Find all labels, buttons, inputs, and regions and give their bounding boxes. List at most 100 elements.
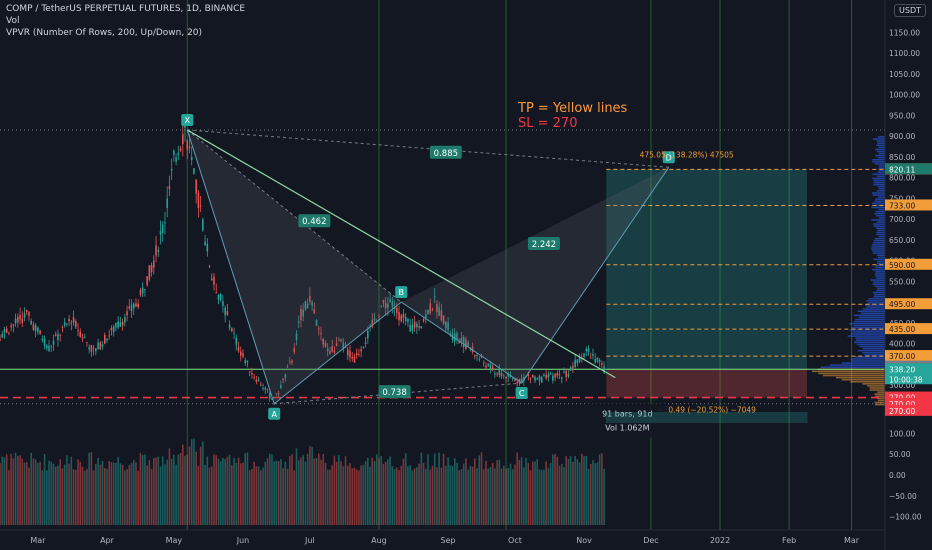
volume-bar [193, 438, 195, 525]
volume-bar [367, 457, 369, 525]
volume-profile-bar [875, 395, 885, 398]
volume-bar [465, 458, 467, 525]
volume-profile-bar [873, 293, 885, 296]
candle-body [217, 294, 220, 300]
candle-body [364, 342, 367, 344]
volume-profile-bar [876, 254, 885, 256]
candle-body [242, 353, 244, 357]
volume-profile-bar [875, 227, 885, 230]
volume-bar [17, 456, 19, 525]
candle-body [313, 309, 316, 314]
price-badge [885, 363, 932, 375]
candle-body [349, 350, 351, 358]
volume-profile-bar [835, 376, 885, 379]
volume-bar [179, 452, 182, 525]
volume-profile-bar [853, 324, 885, 327]
candle-body [407, 319, 409, 322]
volume-profile-bar [875, 210, 885, 213]
candle-body [260, 384, 262, 386]
volume-bar [119, 463, 122, 525]
volume-bar [505, 468, 507, 525]
candle-body [210, 278, 213, 281]
candle-body [286, 366, 289, 368]
volume-profile-bar [873, 258, 885, 261]
volume-bar [598, 454, 601, 525]
price-badge [885, 163, 932, 175]
candle-body [157, 249, 160, 252]
candle-body [552, 375, 554, 381]
volume-bar [277, 461, 280, 525]
candle-body [166, 198, 168, 209]
price-tick-label: 900.00 [889, 132, 915, 141]
volume-profile-bar [871, 248, 885, 250]
volume-profile-bar [856, 343, 885, 346]
candle-body [83, 336, 86, 338]
candle-body [462, 337, 465, 348]
candle-body [442, 315, 445, 324]
volume-bar [251, 469, 253, 525]
volume-profile-bar [820, 366, 885, 369]
volume-profile-bar [872, 244, 885, 246]
candle-body [268, 392, 271, 399]
volume-bar [543, 469, 545, 525]
candle-body [353, 356, 356, 363]
candle-body [540, 377, 543, 383]
volume-bar [445, 465, 447, 525]
volume-bar [583, 456, 585, 525]
candle-body [146, 276, 148, 286]
volume-bar [471, 466, 474, 525]
pattern-triangle-xab [187, 129, 402, 404]
candle-body [331, 346, 333, 352]
volume-bar [34, 459, 37, 525]
volume-bar [387, 459, 389, 525]
candle-body [545, 374, 547, 379]
volume-profile-bar [878, 152, 885, 155]
candle-body [25, 310, 28, 312]
volume-bar [554, 453, 556, 525]
level-badge [885, 391, 932, 403]
price-badge-label: 270.00 [889, 407, 915, 416]
currency-badge[interactable]: USDT [894, 4, 926, 17]
volume-bar [208, 467, 211, 525]
volume-bar [54, 466, 57, 525]
volume-bar [148, 460, 151, 525]
volume-bar [210, 466, 213, 525]
candle-body [378, 315, 380, 317]
vpvr-indicator-label[interactable]: VPVR (Number Of Rows, 200, Up/Down, 20) [6, 28, 203, 38]
time-tick-label: Aug [371, 536, 387, 545]
candle-body [168, 186, 171, 189]
volume-bar [438, 452, 440, 525]
volume-bar [257, 466, 260, 525]
volume-profile-bar [853, 320, 885, 323]
volume-profile-bar [855, 318, 885, 321]
volume-profile-bar [875, 148, 885, 151]
candle-body [538, 376, 541, 381]
volume-bar [253, 461, 255, 525]
volume-bar [48, 460, 50, 525]
volume-profile-bar [867, 385, 885, 387]
candle-body [186, 140, 189, 150]
candle-body [467, 342, 469, 347]
volume-bar [400, 465, 403, 525]
volume-profile-bar [877, 260, 885, 263]
candle-body [119, 322, 122, 327]
volume-profile-bar [878, 169, 885, 171]
candle-body [447, 322, 449, 331]
volume-bar [581, 453, 583, 525]
volume-bar [72, 469, 75, 525]
volume-bar [246, 452, 249, 525]
candle-body [52, 340, 55, 345]
volume-profile-bar [849, 322, 885, 325]
volume-bar [313, 458, 316, 525]
candle-body [117, 321, 119, 328]
volume-indicator-label[interactable]: Vol [6, 16, 20, 26]
volume-profile-bar [857, 310, 885, 312]
candle-body [373, 318, 376, 321]
candle-body [199, 205, 202, 207]
candle-body [277, 393, 280, 394]
candle-body [547, 374, 550, 378]
volume-profile-bar [841, 378, 885, 381]
candle-body [389, 299, 391, 303]
candle-body [295, 333, 298, 340]
